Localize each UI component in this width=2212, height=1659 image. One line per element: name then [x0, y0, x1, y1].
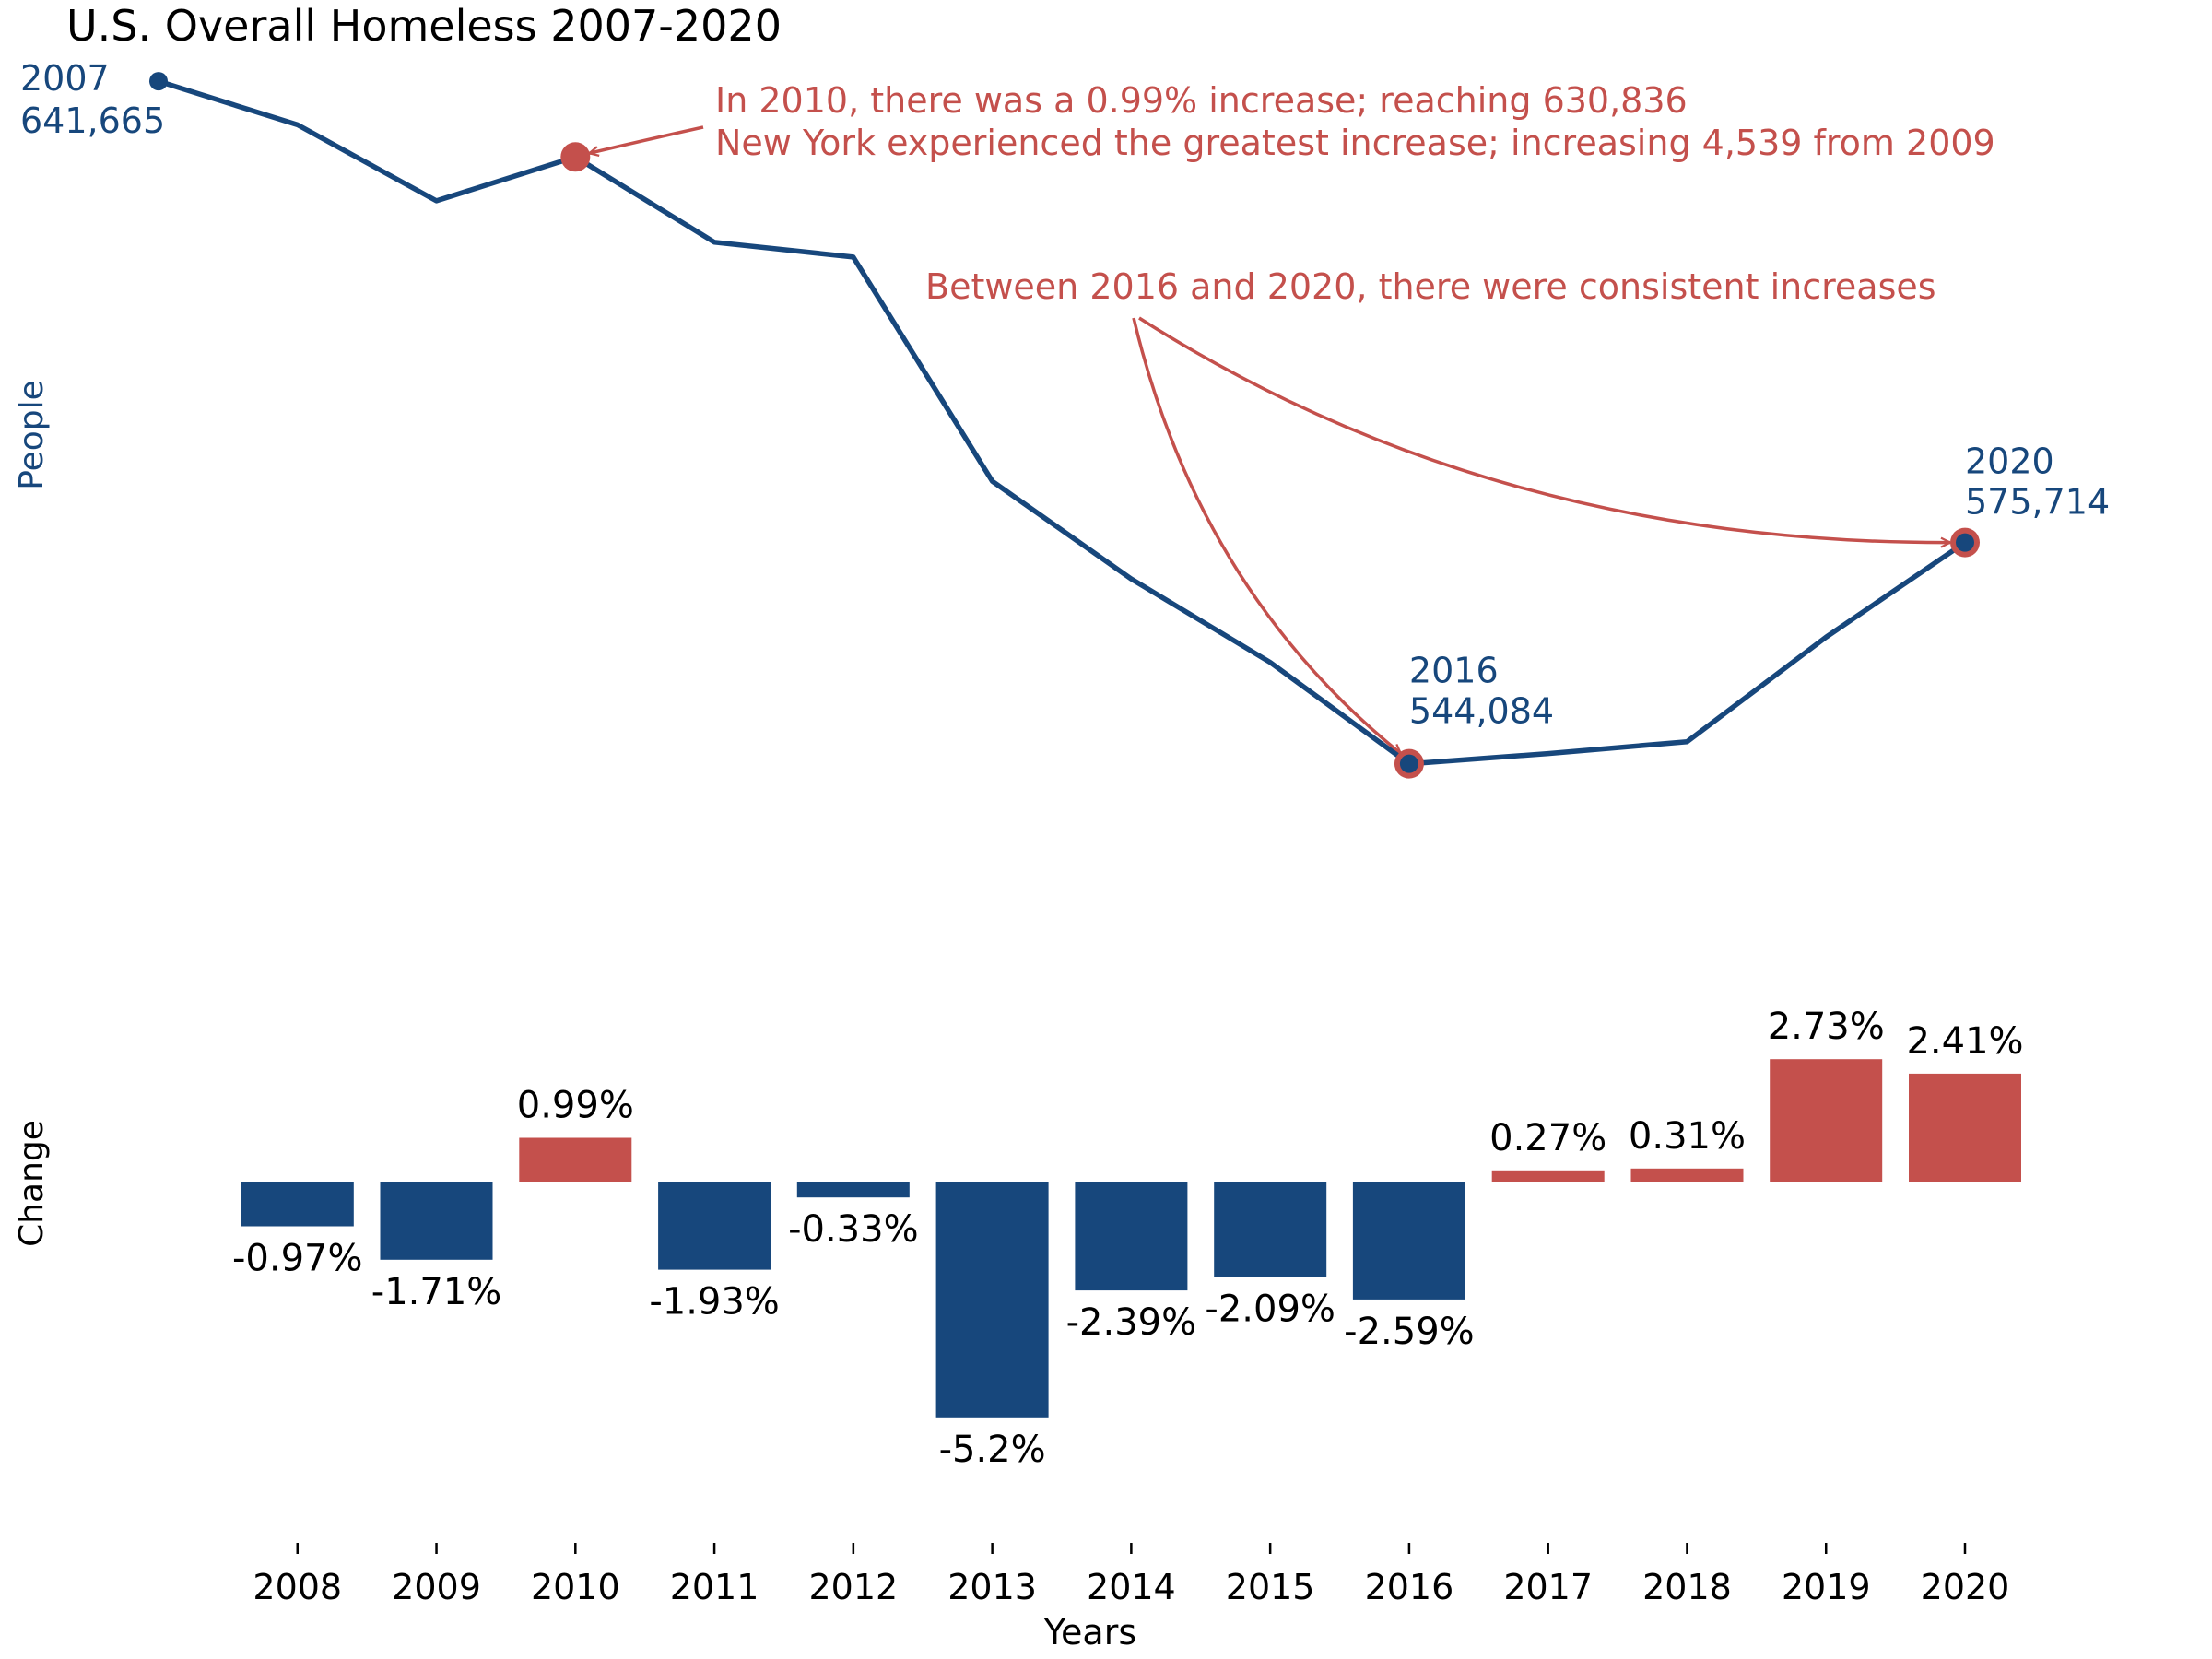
x-tick-label-2016: 2016 [1365, 1567, 1454, 1607]
bar-plot-area: -0.97% 2008 -1.71% 2009 0.99% 2010 -1.93% 2011 -… [232, 1006, 2024, 1607]
point-label-year-2007: 2007 [20, 58, 110, 99]
bar-2018 [1630, 1168, 1744, 1182]
x-tick-label-2017: 2017 [1503, 1567, 1593, 1607]
bar-2012 [796, 1182, 910, 1198]
bar-2020 [1909, 1073, 2021, 1182]
bar-2014 [1075, 1182, 1188, 1291]
x-tick-label-2008: 2008 [253, 1567, 342, 1607]
data-point-2020 [1956, 533, 1974, 552]
bar-value-label-2009: -1.71% [371, 1271, 502, 1313]
bar-value-label-2011: -1.93% [649, 1281, 780, 1324]
bar-value-label-2010: 0.99% [517, 1085, 634, 1127]
x-tick-label-2015: 2015 [1226, 1567, 1315, 1607]
series-line [158, 78, 1967, 767]
point-label-value-2020: 575,714 [1965, 482, 2110, 523]
point-label-value-2016: 544,084 [1409, 691, 1554, 732]
data-point-2007 [149, 72, 168, 91]
bar-2008 [241, 1182, 354, 1227]
point-label-value-2007: 641,665 [20, 100, 165, 141]
bar-2011 [658, 1182, 771, 1270]
x-tick-label-2009: 2009 [392, 1567, 481, 1607]
x-tick-label-2020: 2020 [1921, 1567, 2010, 1607]
annotation-text-0-1: New York experienced the greatest increa… [715, 123, 1995, 163]
bar-value-label-2012: -0.33% [788, 1208, 919, 1251]
x-tick-label-2019: 2019 [1782, 1567, 1871, 1607]
bar-value-label-2008: -0.97% [232, 1238, 363, 1280]
bar-value-label-2014: -2.39% [1066, 1301, 1197, 1344]
bar-value-label-2017: 0.27% [1489, 1117, 1606, 1159]
x-tick-label-2012: 2012 [808, 1567, 898, 1607]
x-tick-label-2010: 2010 [531, 1567, 620, 1607]
bar-2019 [1770, 1059, 1883, 1182]
x-tick-label-2011: 2011 [670, 1567, 759, 1607]
bar-value-label-2013: -5.2% [939, 1429, 1046, 1471]
bar-2009 [380, 1182, 493, 1260]
x-tick-label-2018: 2018 [1642, 1567, 1732, 1607]
annotation-arrow-2020 [1138, 316, 1950, 543]
annotation-text-0-0: In 2010, there was a 0.99% increase; rea… [715, 80, 1688, 121]
x-tick-label-2013: 2013 [947, 1567, 1037, 1607]
bar-2010 [519, 1137, 632, 1182]
bar-value-label-2020: 2.41% [1906, 1020, 2023, 1063]
point-label-year-2016: 2016 [1409, 651, 1499, 691]
bar-2017 [1491, 1170, 1605, 1182]
point-label-year-2020: 2020 [1965, 441, 2054, 482]
annotation-text-1-0: Between 2016 and 2020, there were consis… [925, 266, 1936, 307]
bar-xlabel: Years [1043, 1612, 1136, 1653]
bar-value-label-2015: -2.09% [1205, 1288, 1335, 1330]
bar-ylabel: Change [13, 1120, 51, 1247]
bar-value-label-2016: -2.59% [1344, 1311, 1475, 1353]
x-tick-label-2014: 2014 [1087, 1567, 1176, 1607]
highlight-marker-2010 [560, 142, 591, 172]
annotation-arrow-2016 [1132, 317, 1401, 754]
bar-2015 [1214, 1182, 1327, 1277]
bar-value-label-2019: 2.73% [1768, 1006, 1885, 1048]
line-ylabel: People [13, 380, 51, 490]
annotation-arrow-2010 [589, 125, 704, 153]
data-point-2016 [1399, 754, 1418, 773]
chart-title: U.S. Overall Homeless 2007-2020 [66, 1, 782, 51]
bar-value-label-2018: 0.31% [1629, 1115, 1746, 1158]
bar-2016 [1352, 1182, 1465, 1300]
bar-2013 [935, 1182, 1049, 1418]
